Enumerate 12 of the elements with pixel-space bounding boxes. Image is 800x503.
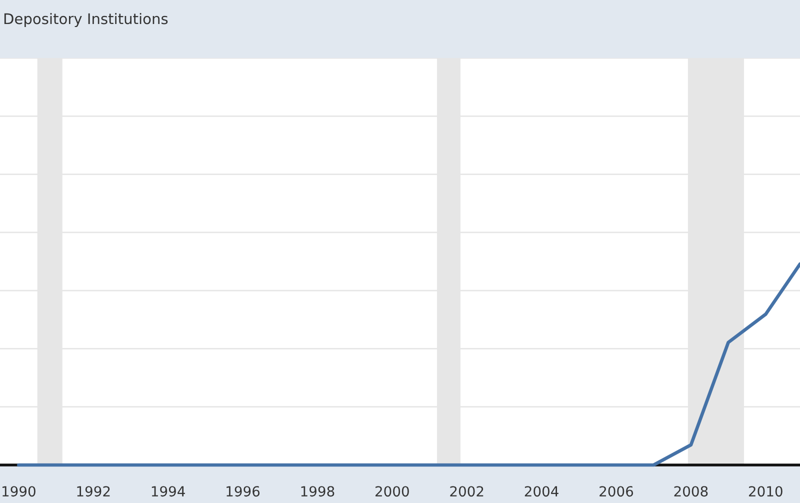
x-tick-label: 2008 — [674, 486, 708, 497]
x-tick-label: 1998 — [301, 486, 334, 497]
chart-title: Depository Institutions — [4, 12, 168, 28]
x-tick-label: 1994 — [152, 486, 185, 497]
x-tick-label: 1990 — [2, 486, 36, 497]
x-tick-label: 2002 — [450, 486, 484, 497]
x-tick-label: 1996 — [226, 486, 260, 497]
x-tick-label: 2010 — [748, 486, 782, 497]
x-tick-label: 1992 — [77, 486, 110, 497]
x-tick-label: 2004 — [524, 486, 558, 497]
x-tick-label: 2000 — [376, 486, 409, 497]
x-tick-label: 2006 — [600, 486, 634, 497]
